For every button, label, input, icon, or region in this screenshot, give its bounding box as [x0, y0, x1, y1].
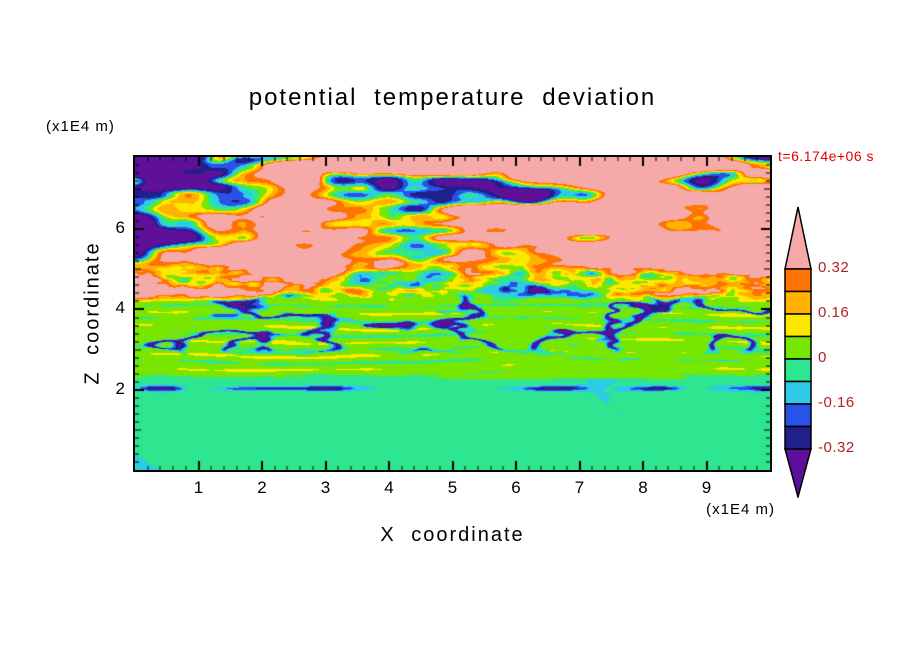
colorbar-bottom-arrow: [784, 448, 812, 498]
z-tick-label: 2: [115, 378, 125, 398]
x-tick-label: 9: [701, 478, 712, 497]
colorbar-label: 0: [818, 349, 827, 366]
colorbar-segment: [784, 268, 812, 293]
x-tick-label: 8: [638, 478, 648, 497]
colorbar-label: -0.32: [818, 439, 855, 456]
x-axis-unit: (x1E4 m): [706, 501, 775, 518]
colorbar-segment: [784, 358, 812, 383]
colorbar: [784, 206, 812, 498]
x-tick-label: 5: [447, 478, 458, 497]
z-tick-label: 6: [115, 218, 125, 238]
z-axis-unit: (x1E4 m): [46, 118, 115, 135]
colorbar-label: -0.16: [818, 394, 855, 411]
x-tick-label: 6: [511, 478, 521, 497]
heatmap-canvas: [135, 157, 770, 470]
z-tick-label: 4: [115, 298, 125, 318]
x-tick-label: 7: [574, 478, 585, 497]
colorbar-segment: [784, 313, 812, 338]
x-axis-label: X coordinate: [380, 524, 525, 546]
colorbar-segment: [784, 403, 812, 428]
colorbar-label: 0.16: [818, 304, 850, 321]
x-tick-label: 2: [257, 478, 267, 497]
colorbar-segment: [784, 335, 812, 360]
x-tick-label: 3: [320, 478, 331, 497]
colorbar-top-arrow: [784, 206, 812, 270]
plot-area: [133, 155, 772, 472]
colorbar-segment: [784, 290, 812, 315]
time-stamp: t=6.174e+06 s: [778, 148, 875, 164]
colorbar-label: 0.32: [818, 259, 850, 276]
colorbar-segment: [784, 425, 812, 450]
colorbar-segment: [784, 380, 812, 405]
x-tick-label: 1: [193, 478, 204, 497]
x-tick-label: 4: [384, 478, 394, 497]
chart-title: potential temperature deviation: [248, 84, 657, 111]
